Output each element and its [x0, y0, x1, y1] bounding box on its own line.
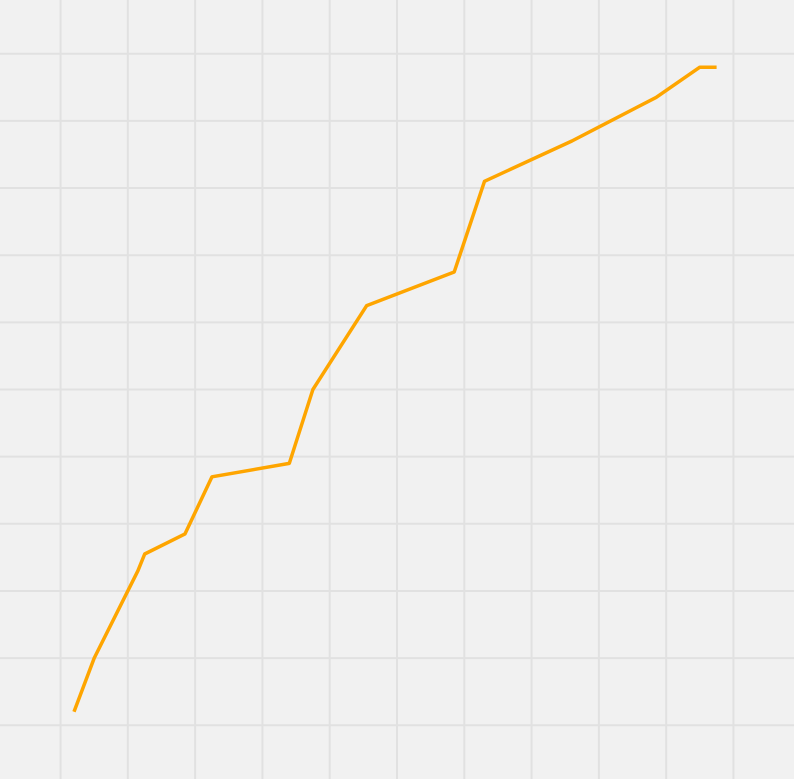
series-layer: [72, 65, 717, 713]
series-line-0: [72, 65, 717, 713]
